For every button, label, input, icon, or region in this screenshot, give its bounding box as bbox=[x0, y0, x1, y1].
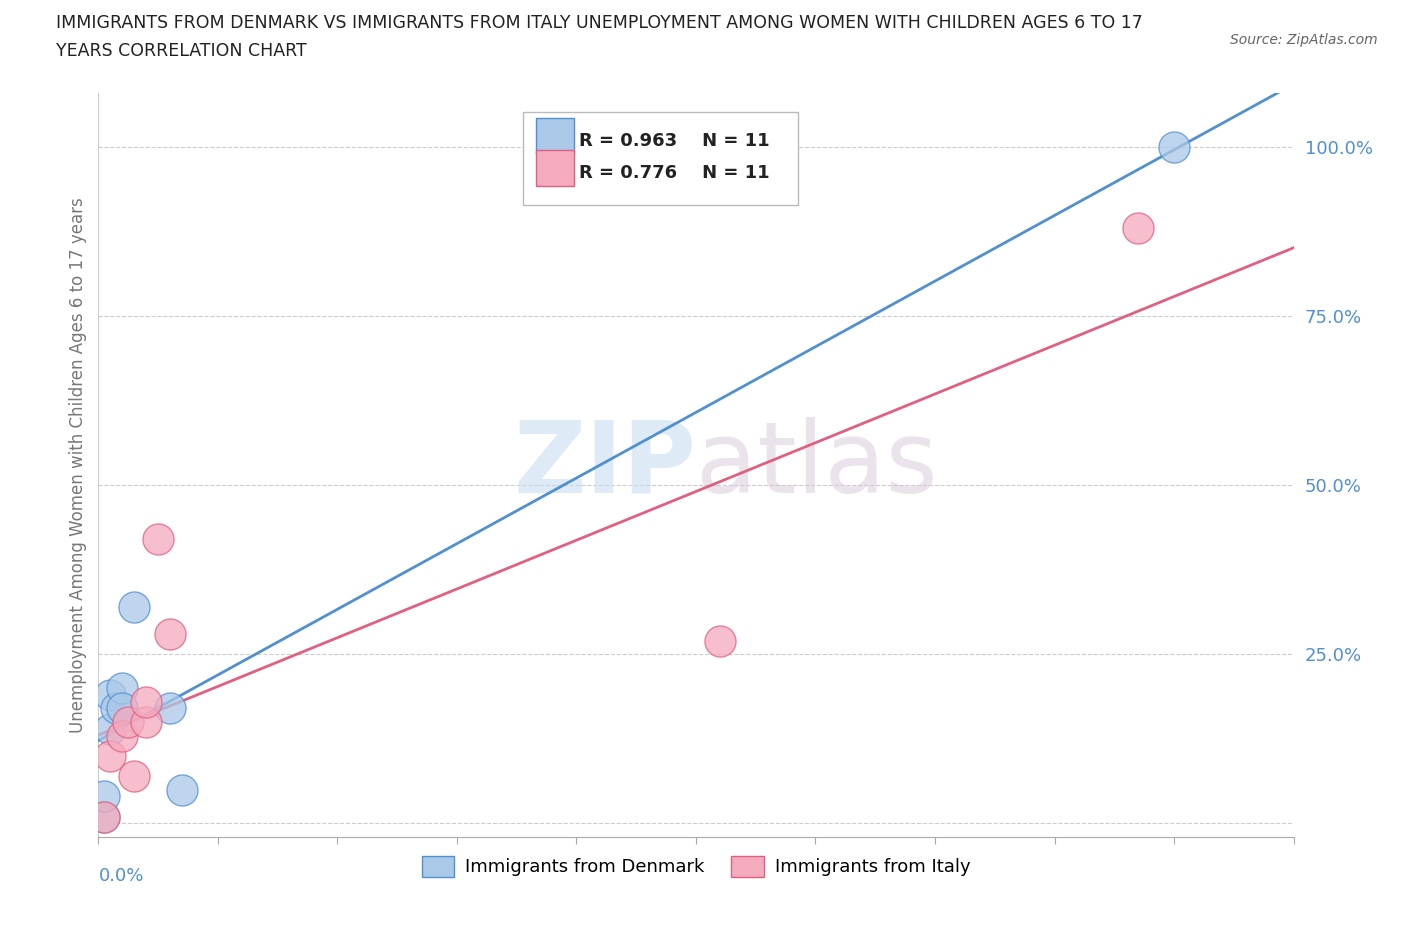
Point bbox=[98, 722, 122, 737]
Text: ZIP: ZIP bbox=[513, 417, 696, 513]
Point bbox=[111, 701, 134, 716]
Point bbox=[105, 701, 128, 716]
Point bbox=[709, 633, 731, 648]
Point bbox=[159, 627, 181, 642]
Point bbox=[159, 701, 181, 716]
Point bbox=[148, 532, 170, 547]
Text: 0.0%: 0.0% bbox=[98, 867, 143, 884]
Point bbox=[98, 687, 122, 702]
Point bbox=[1128, 220, 1150, 235]
FancyBboxPatch shape bbox=[523, 112, 797, 205]
Y-axis label: Unemployment Among Women with Children Ages 6 to 17 years: Unemployment Among Women with Children A… bbox=[69, 197, 87, 733]
Point bbox=[124, 769, 146, 784]
Point bbox=[93, 809, 115, 824]
Text: Source: ZipAtlas.com: Source: ZipAtlas.com bbox=[1230, 33, 1378, 46]
Point bbox=[93, 809, 115, 824]
Text: atlas: atlas bbox=[696, 417, 938, 513]
Point bbox=[93, 789, 115, 804]
Point bbox=[135, 714, 157, 729]
Point bbox=[111, 728, 134, 743]
FancyBboxPatch shape bbox=[536, 151, 574, 186]
Text: IMMIGRANTS FROM DENMARK VS IMMIGRANTS FROM ITALY UNEMPLOYMENT AMONG WOMEN WITH C: IMMIGRANTS FROM DENMARK VS IMMIGRANTS FR… bbox=[56, 14, 1143, 32]
Text: R = 0.963    N = 11: R = 0.963 N = 11 bbox=[579, 132, 769, 150]
Point bbox=[124, 600, 146, 615]
Point bbox=[1163, 140, 1185, 154]
Text: R = 0.776    N = 11: R = 0.776 N = 11 bbox=[579, 164, 769, 181]
Point bbox=[98, 749, 122, 764]
Point bbox=[117, 714, 139, 729]
Point bbox=[172, 782, 194, 797]
FancyBboxPatch shape bbox=[536, 118, 574, 154]
Point bbox=[135, 695, 157, 710]
Legend: Immigrants from Denmark, Immigrants from Italy: Immigrants from Denmark, Immigrants from… bbox=[415, 848, 977, 884]
Text: YEARS CORRELATION CHART: YEARS CORRELATION CHART bbox=[56, 42, 307, 60]
Point bbox=[111, 681, 134, 696]
